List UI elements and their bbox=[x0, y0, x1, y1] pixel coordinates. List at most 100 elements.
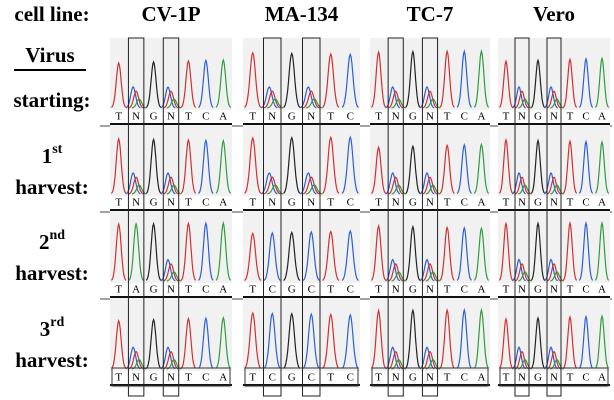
base-strip bbox=[197, 196, 215, 210]
base-strip bbox=[214, 110, 232, 124]
base-call: N bbox=[167, 372, 175, 384]
trace-peak bbox=[515, 176, 529, 195]
header-label: cell line: bbox=[14, 2, 89, 26]
base-call: G bbox=[150, 111, 158, 123]
base-call: C bbox=[347, 197, 354, 209]
base-strip bbox=[546, 283, 562, 297]
base-call: G bbox=[409, 284, 417, 296]
last-row-box bbox=[371, 367, 489, 387]
trace-peak bbox=[110, 318, 127, 369]
last-row-box bbox=[111, 367, 231, 387]
base-strip bbox=[321, 283, 341, 297]
base-strip bbox=[282, 371, 302, 385]
trace-peak bbox=[422, 176, 438, 195]
trace-peak bbox=[145, 221, 162, 281]
base-call: N bbox=[550, 111, 558, 123]
trace-peak bbox=[128, 350, 144, 370]
base-strip bbox=[562, 371, 578, 385]
trace-peak bbox=[110, 136, 127, 194]
trace-peak bbox=[198, 316, 214, 369]
position-box bbox=[546, 37, 562, 397]
base-strip bbox=[243, 283, 263, 297]
trace-peak bbox=[370, 308, 387, 369]
base-call: N bbox=[132, 197, 140, 209]
base-strip bbox=[438, 371, 456, 385]
base-strip bbox=[144, 196, 163, 210]
base-strip bbox=[421, 110, 439, 124]
base-strip bbox=[197, 110, 215, 124]
base-call: T bbox=[503, 284, 510, 296]
trace-peak bbox=[498, 137, 514, 194]
base-strip bbox=[455, 110, 473, 124]
trace-peak bbox=[128, 90, 144, 109]
trace-peak bbox=[456, 225, 472, 281]
base-strip bbox=[530, 110, 546, 124]
base-strip bbox=[370, 371, 388, 385]
base-strip bbox=[110, 196, 128, 210]
base-call: C bbox=[202, 111, 209, 123]
trace-peak bbox=[439, 49, 455, 108]
trace-peak bbox=[456, 49, 472, 108]
base-strip bbox=[321, 110, 341, 124]
base-strip bbox=[262, 110, 282, 124]
base-strip bbox=[514, 110, 530, 124]
base-strip bbox=[562, 110, 578, 124]
base-call: N bbox=[132, 372, 140, 384]
trace-peak bbox=[128, 221, 144, 281]
trace-peak bbox=[244, 51, 262, 108]
trace-peak bbox=[473, 48, 490, 108]
row-ordinal: 2nd bbox=[39, 228, 65, 254]
trace-peak bbox=[456, 307, 472, 369]
base-call: G bbox=[409, 197, 417, 209]
ordinal: 1 bbox=[42, 144, 53, 168]
base-call: T bbox=[327, 197, 334, 209]
trace-peak bbox=[145, 317, 162, 369]
virus-label: Virus bbox=[25, 43, 74, 67]
base-strip bbox=[404, 371, 422, 385]
trace-peak bbox=[405, 308, 421, 369]
trace-peak bbox=[473, 307, 490, 369]
base-strip bbox=[578, 371, 594, 385]
trace-peak bbox=[263, 231, 281, 281]
trace-peak bbox=[215, 220, 232, 281]
base-call: N bbox=[268, 197, 276, 209]
trace-peak bbox=[163, 176, 179, 195]
base-call: N bbox=[132, 111, 140, 123]
base-call: T bbox=[375, 197, 382, 209]
trace-peak bbox=[302, 176, 320, 195]
base-strip bbox=[340, 110, 360, 124]
trace-peak bbox=[283, 230, 301, 281]
base-call: T bbox=[444, 284, 451, 296]
base-strip bbox=[243, 110, 263, 124]
trace-peak bbox=[473, 142, 490, 194]
base-strip bbox=[387, 283, 405, 297]
base-call: G bbox=[534, 372, 542, 384]
base-strip bbox=[594, 371, 610, 385]
base-call: A bbox=[219, 111, 227, 123]
trace-peak bbox=[547, 262, 561, 282]
base-strip bbox=[387, 371, 405, 385]
base-strip bbox=[127, 196, 145, 210]
trace-peak bbox=[370, 223, 387, 281]
base-call: A bbox=[598, 284, 606, 296]
trace-peak bbox=[388, 262, 404, 282]
base-call: C bbox=[308, 372, 315, 384]
base-strip bbox=[179, 110, 198, 124]
trace-peak bbox=[198, 58, 214, 108]
trace-peak bbox=[244, 231, 262, 281]
base-strip bbox=[110, 371, 128, 385]
trace-peak bbox=[302, 230, 320, 281]
base-strip bbox=[282, 110, 302, 124]
base-strip bbox=[179, 196, 198, 210]
base-call: T bbox=[327, 372, 334, 384]
base-call: N bbox=[550, 197, 558, 209]
trace-peak bbox=[145, 137, 162, 194]
trace-peak bbox=[163, 350, 179, 370]
base-strip bbox=[472, 196, 490, 210]
trace-peak bbox=[547, 176, 561, 195]
base-call: N bbox=[307, 111, 315, 123]
base-call: G bbox=[409, 111, 417, 123]
trace-peak bbox=[263, 90, 281, 109]
base-strip bbox=[214, 196, 232, 210]
trace-peak bbox=[283, 51, 301, 108]
